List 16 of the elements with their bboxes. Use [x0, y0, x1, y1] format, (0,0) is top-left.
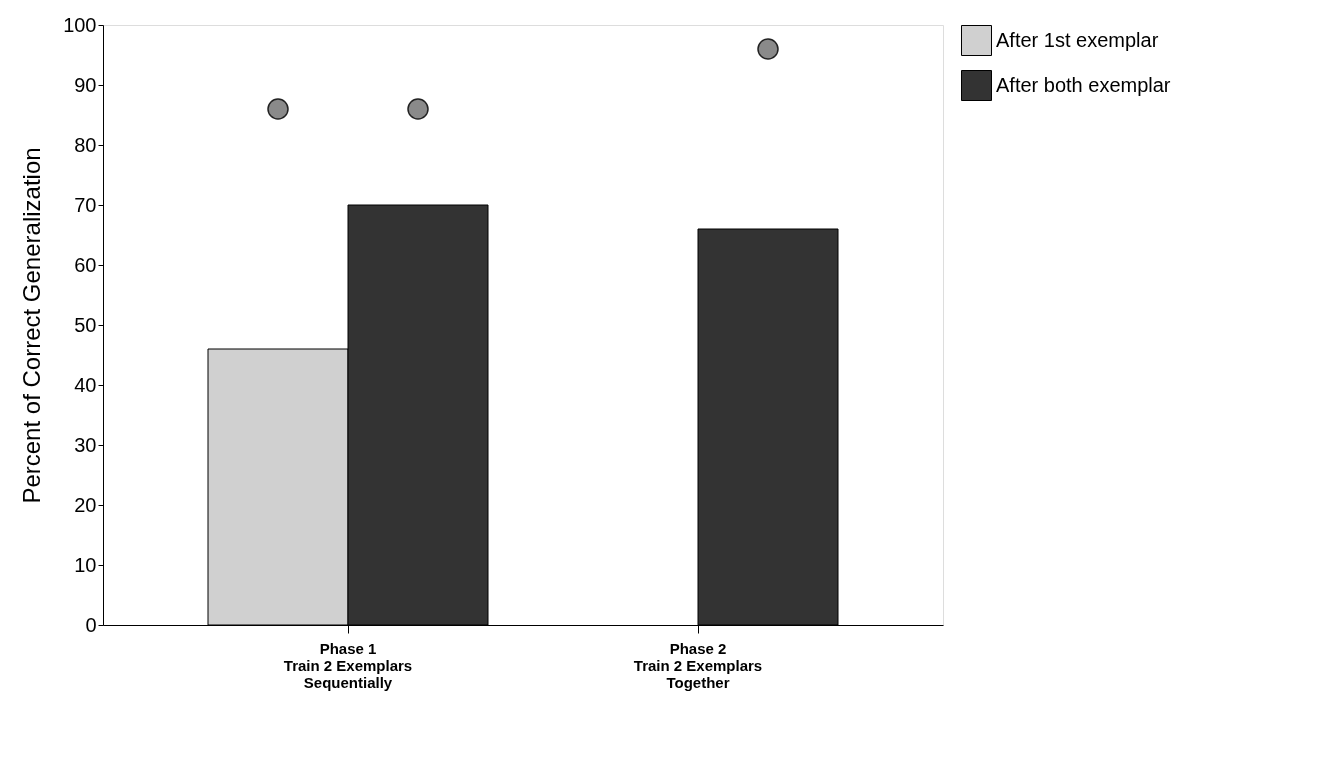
y-tick-label: 40: [74, 373, 97, 396]
x-tick-label: Phase 2 Train 2 Exemplars Together: [633, 639, 763, 691]
y-axis-title: Percent of Correct Generalization: [18, 147, 46, 504]
y-tick-label: 70: [74, 193, 97, 216]
y-tick-label: 50: [74, 313, 97, 336]
y-tick-label: 80: [74, 133, 97, 156]
y-tick-label: 0: [85, 613, 97, 636]
y-tick-label: 100: [63, 13, 97, 36]
y-tick-label: 10: [74, 553, 97, 576]
y-tick-label: 90: [74, 73, 97, 96]
legend-label: After both exemplar: [996, 73, 1171, 96]
y-tick-label: 20: [74, 493, 97, 516]
legend-label: After 1st exemplar: [996, 28, 1159, 51]
y-tick-label: 30: [74, 433, 97, 456]
y-tick-label: 60: [74, 253, 97, 276]
x-tick-label: Phase 1 Train 2 Exemplars Sequentially: [283, 639, 413, 691]
